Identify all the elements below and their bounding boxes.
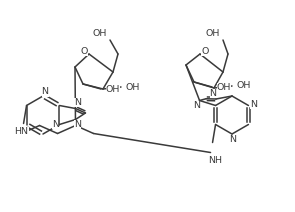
Text: OH: OH bbox=[237, 81, 251, 91]
Text: N: N bbox=[74, 120, 81, 129]
Text: OH: OH bbox=[93, 29, 107, 39]
Text: N: N bbox=[250, 100, 257, 109]
Text: OH: OH bbox=[126, 82, 140, 92]
Text: O: O bbox=[201, 46, 209, 56]
Text: N: N bbox=[42, 88, 48, 96]
Text: OH: OH bbox=[206, 29, 220, 39]
Text: HN: HN bbox=[14, 127, 29, 136]
Text: N: N bbox=[209, 88, 217, 98]
Text: OH: OH bbox=[217, 82, 231, 92]
Text: O: O bbox=[80, 46, 88, 56]
Text: N: N bbox=[52, 120, 59, 129]
Text: N: N bbox=[193, 101, 200, 110]
Text: NH: NH bbox=[209, 156, 222, 165]
Text: N: N bbox=[230, 134, 237, 144]
Text: OH: OH bbox=[106, 85, 120, 93]
Text: N: N bbox=[74, 98, 81, 107]
